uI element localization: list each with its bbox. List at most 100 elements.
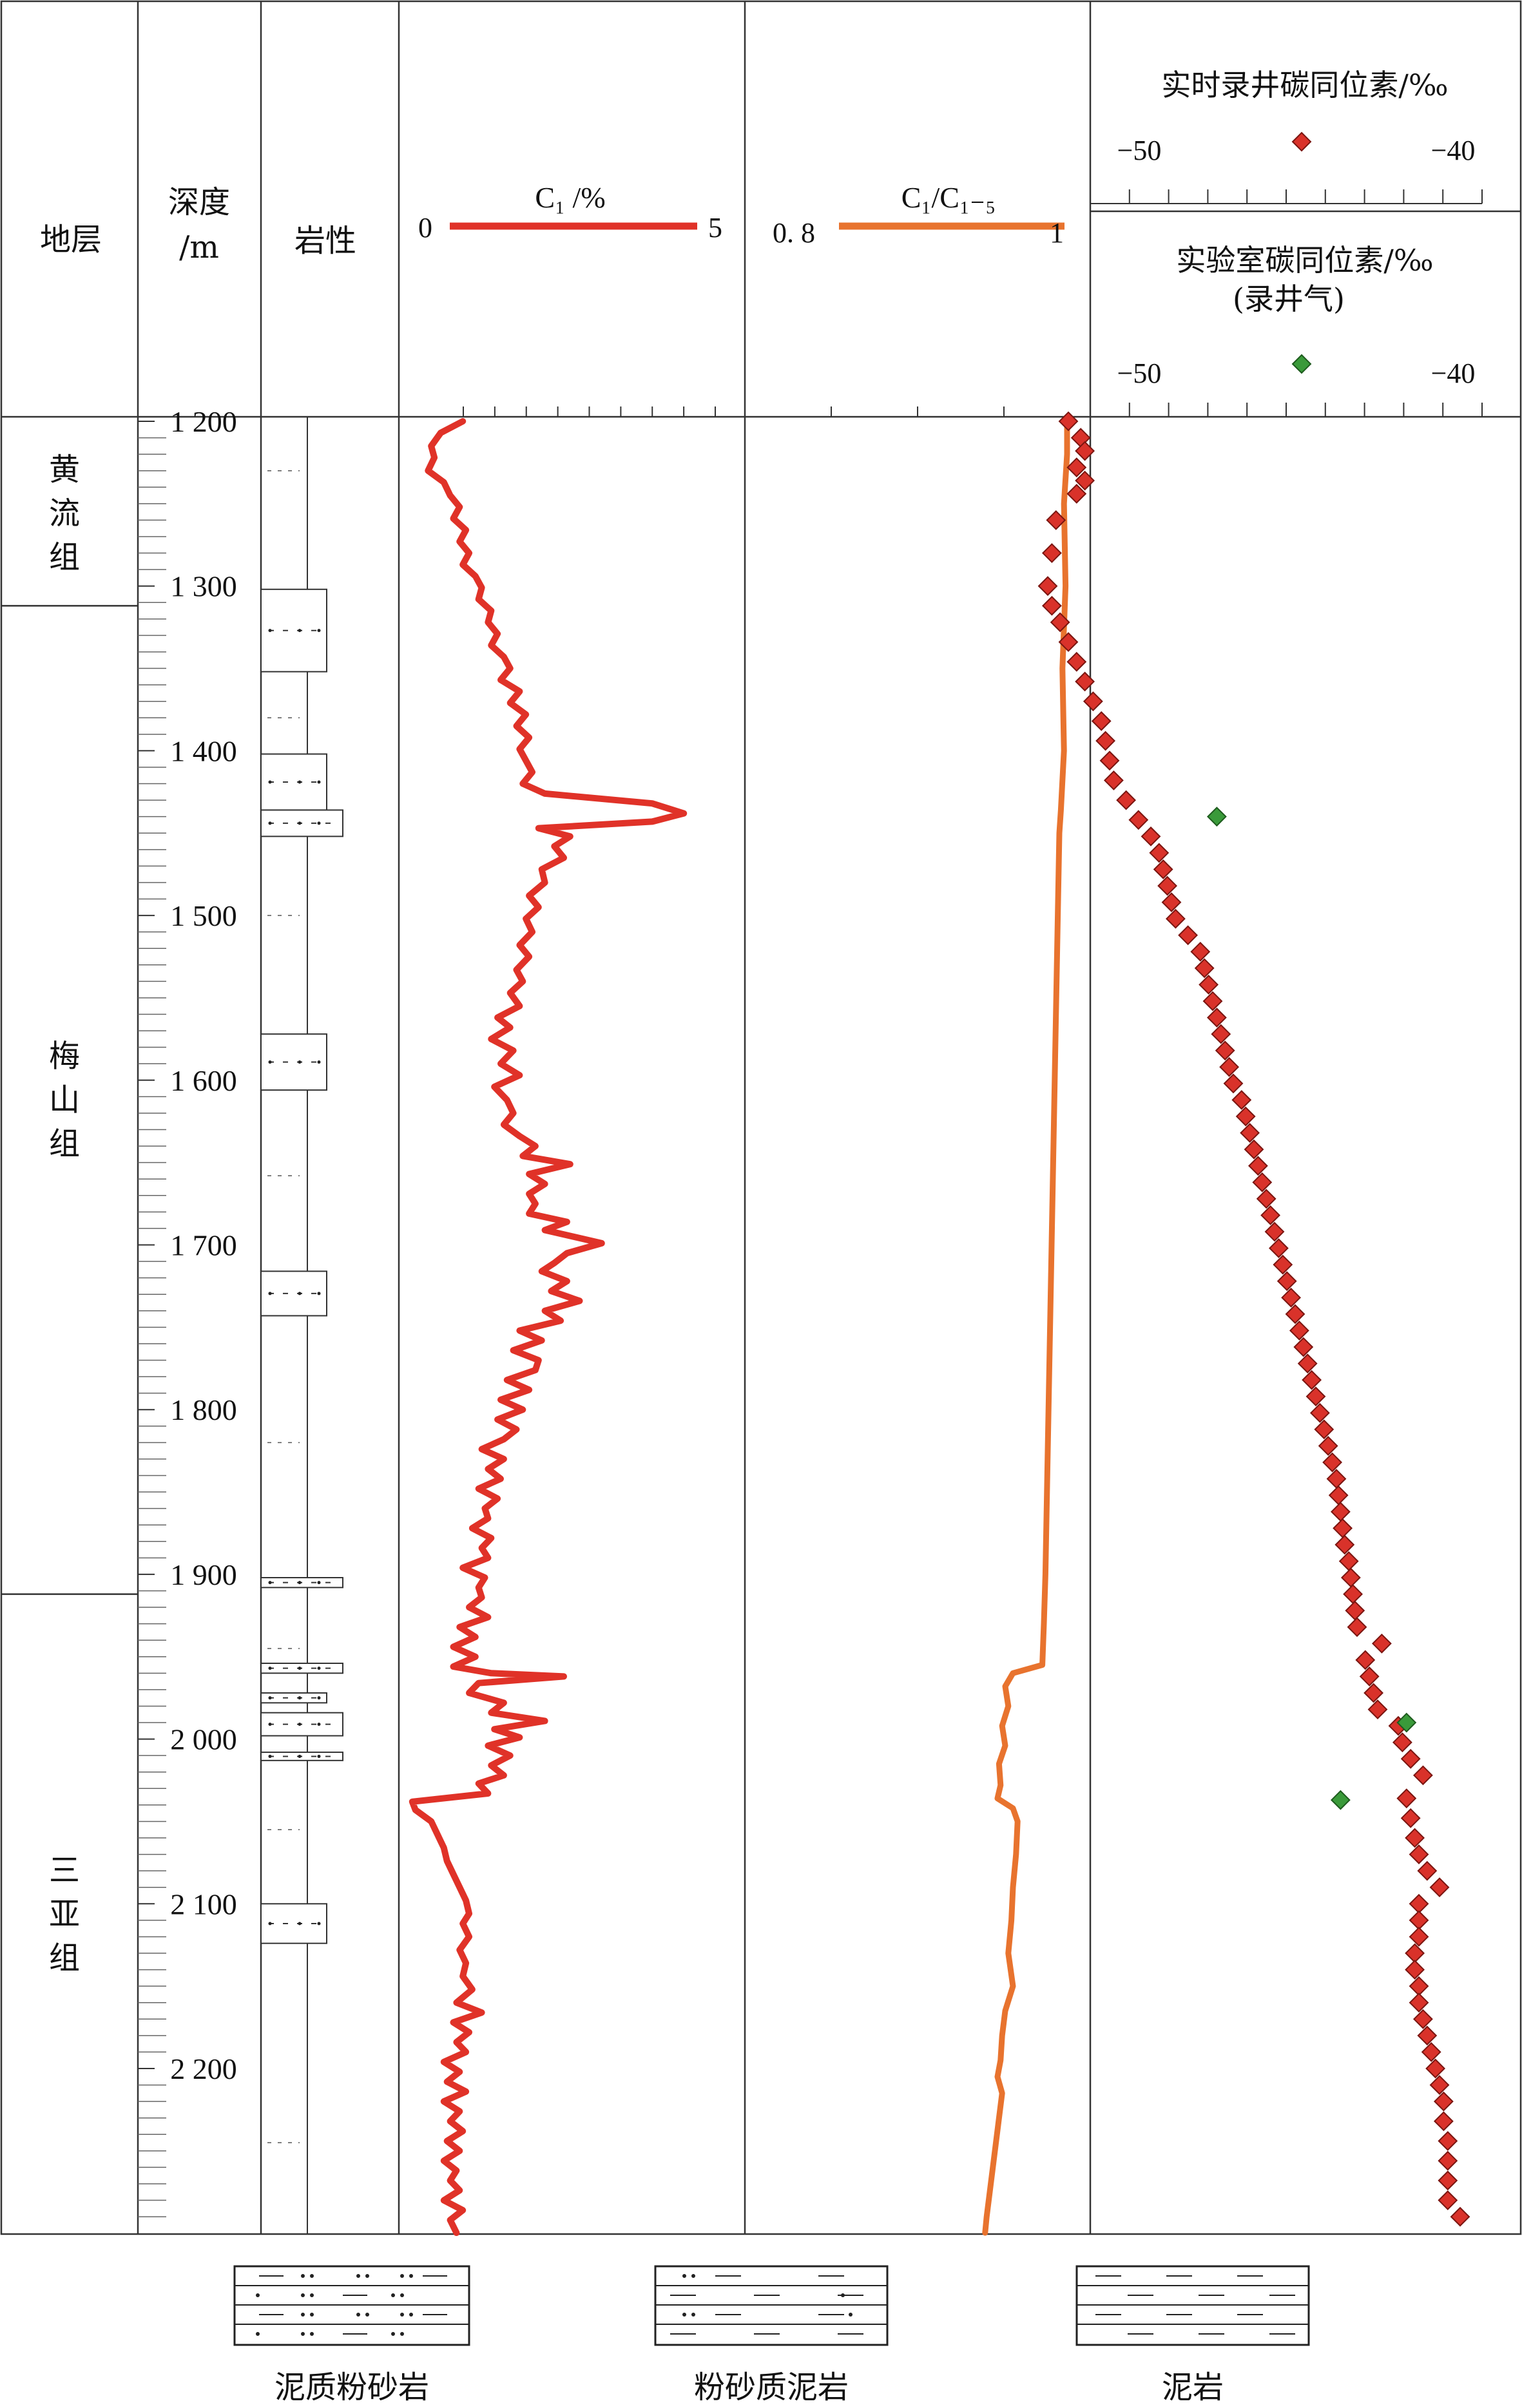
ratio-min: 0. 8 <box>773 217 815 249</box>
isotope-point <box>1433 2111 1454 2132</box>
isotope-point <box>1405 1828 1425 1848</box>
lithology-bed-dot <box>317 821 321 825</box>
lithology-bed-dot <box>317 1581 321 1585</box>
lithology-bed-dot <box>268 1292 272 1295</box>
legend-silty-mudstone: 粉砂质泥岩 <box>654 2265 889 2405</box>
isotope-point <box>1083 691 1103 712</box>
isotope-point <box>1438 2131 1458 2151</box>
ratio-max: 1 <box>1050 217 1064 249</box>
isotope-point <box>1276 1271 1297 1292</box>
lithology-bed-silty_mudstone <box>260 1577 343 1589</box>
isotope-lab-max: −40 <box>1431 358 1476 389</box>
legend-silty-mudstone-dots <box>682 2274 853 2317</box>
legend-mudstone-label: 泥岩 <box>1162 2369 1224 2405</box>
c1-series-line <box>409 418 688 2236</box>
lithology-bed-dot <box>298 629 302 633</box>
isotope-point <box>1433 2091 1454 2112</box>
isotope-point <box>1417 2025 1438 2046</box>
isotope-point <box>1050 612 1070 633</box>
formation-name-char: 山 <box>49 1082 80 1118</box>
isotope-point <box>1149 843 1170 863</box>
lithology-bed-dot <box>317 1667 321 1670</box>
formation-name-char: 黄 <box>49 452 80 488</box>
legend-mudstone: 泥岩 <box>1075 2265 1310 2405</box>
isotope-point <box>1409 1844 1429 1865</box>
lithology-bed-dot <box>317 1060 321 1064</box>
isotope-point <box>1338 1551 1359 1571</box>
isotope-realtime-scale <box>1090 189 1483 204</box>
legend-silty-mudstone-pattern <box>655 2275 887 2335</box>
isotope-point <box>1128 810 1149 830</box>
isotope-point <box>1231 1090 1252 1110</box>
lithology-bed-muddy_siltstone <box>260 588 327 673</box>
isotope-point <box>1256 1189 1276 1209</box>
isotope-point <box>1273 1254 1293 1275</box>
isotope-point <box>1066 651 1087 672</box>
isotope-point <box>1285 1304 1305 1324</box>
formation-name-char: 流 <box>49 495 80 531</box>
isotope-lab-title-line2: (录井气) <box>1233 282 1345 316</box>
isotope-point <box>1041 543 1062 563</box>
formation-name-char: 组 <box>49 1125 80 1161</box>
lithology-column <box>260 417 343 2234</box>
lithology-bed-dot <box>268 821 272 825</box>
isotope-point <box>1392 1732 1412 1753</box>
lithology-bed-box <box>260 1692 327 1704</box>
lithology-bed-dot <box>298 1754 302 1758</box>
isotope-point <box>1438 2190 1458 2210</box>
isotope-point <box>1429 2075 1450 2095</box>
isotope-point <box>1345 1600 1365 1621</box>
lithology-bed-dot <box>298 1696 302 1700</box>
isotope-point <box>1244 1139 1264 1160</box>
depth-label: 1 500 <box>170 899 237 932</box>
isotope-point <box>1343 1584 1363 1604</box>
lithology-bed-dot <box>298 1667 302 1670</box>
formation-name-char: 三 <box>49 1852 80 1888</box>
isotope-point <box>1075 441 1095 461</box>
isotope-point <box>1409 1910 1429 1931</box>
isotope-point <box>1347 1617 1367 1638</box>
isotope-point <box>1215 1040 1235 1061</box>
isotope-lab-series <box>1206 807 1417 1810</box>
isotope-point <box>1037 576 1058 597</box>
lithology-bed-dot <box>298 1292 302 1295</box>
isotope-point <box>1400 1808 1421 1828</box>
isotope-point <box>1322 1452 1343 1473</box>
isotope-lab-header: 实验室碳同位素/‰ (录井气) −50 −40 <box>1090 243 1483 417</box>
isotope-point <box>1103 770 1124 790</box>
isotope-point <box>1400 1748 1421 1769</box>
lithology-bed-dot <box>317 629 321 633</box>
lithology-bed-silty_mudstone <box>260 1662 343 1674</box>
ratio-scale <box>744 406 1091 417</box>
isotope-point <box>1412 1765 1433 1786</box>
depth-label: 1 400 <box>170 734 237 767</box>
isotope-point <box>1409 1992 1429 2013</box>
lithology-bed-dot <box>268 1696 272 1700</box>
header-formation: 地层 <box>40 222 102 258</box>
header-depth-line1: 深度 <box>168 184 230 220</box>
depth-column: 1 200 1 300 1 400 1 500 1 600 1 700 1 800 1 900… <box>138 405 237 2217</box>
isotope-point <box>1046 510 1066 530</box>
lithology-bed-dot <box>268 780 272 784</box>
lithology-bed-silty_mudstone <box>260 1752 343 1761</box>
isotope-point <box>1355 1650 1376 1670</box>
isotope-lab-scale <box>1090 403 1483 417</box>
depth-label: 2 100 <box>170 1887 237 1920</box>
isotope-lab-min: −50 <box>1117 358 1162 389</box>
lithology-bed-muddy_siltstone <box>260 1033 327 1091</box>
lithology-bed-dot <box>268 629 272 633</box>
isotope-point <box>1417 1860 1438 1881</box>
isotope-point <box>1206 807 1227 827</box>
isotope-point <box>1330 1502 1351 1522</box>
lithology-bed-dot <box>298 1723 302 1726</box>
isotope-point <box>1367 1699 1388 1719</box>
lithology-bed-dot <box>317 1754 321 1758</box>
isotope-point <box>1223 1073 1244 1094</box>
isotope-point <box>1405 1960 1425 1980</box>
isotope-point <box>1326 1469 1347 1489</box>
isotope-point <box>1318 1436 1338 1456</box>
c1-max: 5 <box>708 212 722 244</box>
isotope-point <box>1116 790 1137 810</box>
